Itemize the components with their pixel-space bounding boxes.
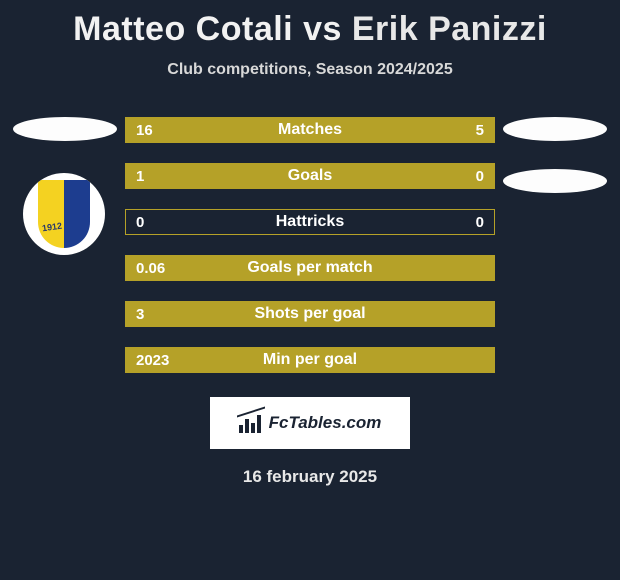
comparison-card: Matteo Cotali vs Erik Panizzi Club compe… bbox=[0, 0, 620, 487]
player2-placeholder-ellipse-2 bbox=[503, 169, 607, 193]
club-badge-shield: 1912 bbox=[38, 180, 90, 248]
stat-bar: 2023Min per goal bbox=[125, 347, 495, 373]
main-area: 1912 16Matches51Goals00Hattricks00.06Goa… bbox=[0, 117, 620, 373]
stat-bar: 16Matches5 bbox=[125, 117, 495, 143]
player1-placeholder-ellipse bbox=[13, 117, 117, 141]
left-side-column: 1912 bbox=[5, 117, 125, 373]
stat-right-value: 0 bbox=[476, 168, 484, 185]
brand-text: FcTables.com bbox=[269, 413, 382, 433]
stat-bar: 3Shots per goal bbox=[125, 301, 495, 327]
vs-label: vs bbox=[303, 10, 342, 48]
right-side-column bbox=[495, 117, 615, 373]
stat-name: Goals bbox=[126, 167, 494, 185]
player1-name: Matteo Cotali bbox=[73, 10, 293, 48]
stat-right-value: 5 bbox=[476, 122, 484, 139]
stat-right-value: 0 bbox=[476, 214, 484, 231]
stat-name: Matches bbox=[126, 121, 494, 139]
stat-bar: 0.06Goals per match bbox=[125, 255, 495, 281]
stat-bars: 16Matches51Goals00Hattricks00.06Goals pe… bbox=[125, 117, 495, 373]
player2-name: Erik Panizzi bbox=[352, 10, 547, 48]
page-title: Matteo Cotali vs Erik Panizzi bbox=[73, 10, 547, 49]
stat-name: Hattricks bbox=[126, 213, 494, 231]
club-badge: 1912 bbox=[23, 173, 105, 255]
stat-name: Min per goal bbox=[126, 351, 494, 369]
subtitle: Club competitions, Season 2024/2025 bbox=[167, 61, 452, 79]
brand-logo: FcTables.com bbox=[210, 397, 410, 449]
stat-bar: 1Goals0 bbox=[125, 163, 495, 189]
stat-bar: 0Hattricks0 bbox=[125, 209, 495, 235]
club-badge-year: 1912 bbox=[41, 221, 62, 234]
chart-icon bbox=[239, 413, 263, 433]
stat-name: Goals per match bbox=[126, 259, 494, 277]
player2-placeholder-ellipse-1 bbox=[503, 117, 607, 141]
footer-date: 16 february 2025 bbox=[243, 467, 377, 487]
stat-name: Shots per goal bbox=[126, 305, 494, 323]
